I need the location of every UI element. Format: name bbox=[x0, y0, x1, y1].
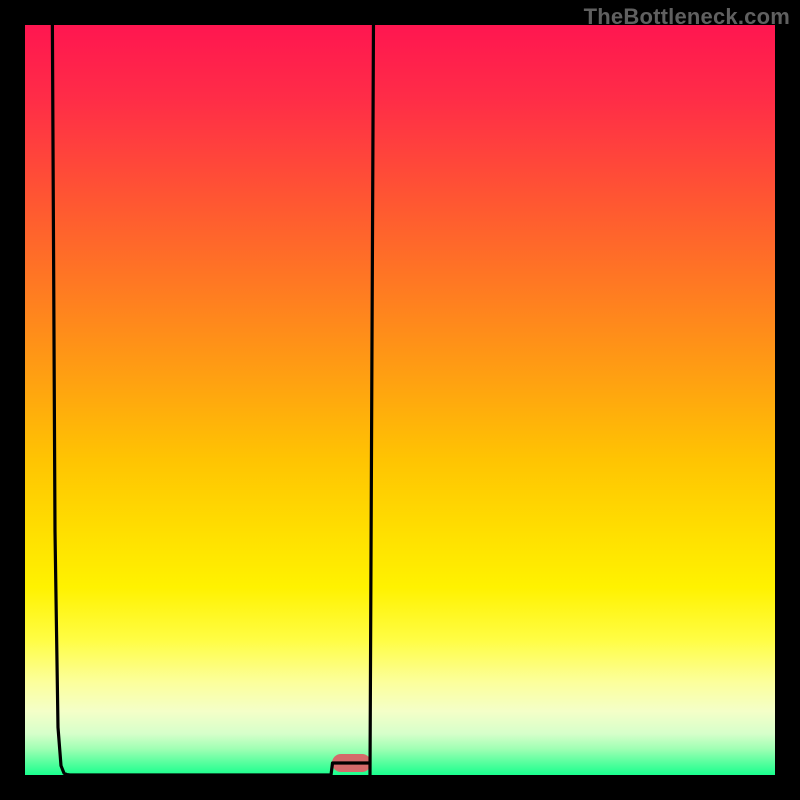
chart-frame: TheBottleneck.com bbox=[0, 0, 800, 800]
bottleneck-curve bbox=[25, 25, 775, 775]
plot-area bbox=[25, 25, 775, 775]
